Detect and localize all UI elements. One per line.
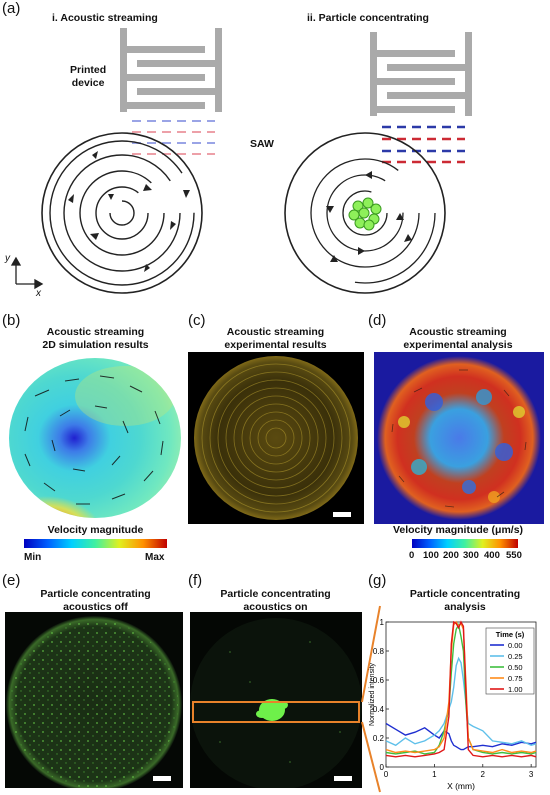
panel-b-colorbar [24,539,167,548]
panel-f-title: Particle concentrating acoustics on [220,588,331,613]
simulation-velocity-map [9,358,181,518]
panel-d-title: Acoustic streaming experimental analysis [403,326,513,351]
streaming-disc-i [41,132,203,294]
experimental-streaming-image [188,352,364,524]
scale-bar [153,776,171,781]
concentrated-cluster [256,699,288,721]
acoustics-on-image [190,612,362,788]
legend-entry: 1.00 [508,685,523,694]
y-tick-label: 0.8 [373,647,385,656]
concentrated-particles [348,197,382,231]
saw-waves-i [132,120,215,155]
legend-box [485,627,535,695]
x-axis-label: X (mm) [447,781,475,791]
stream-arrows-i [68,151,190,272]
panel-c-title: Acoustic streaming experimental results [224,326,327,351]
colorbar-min: Min [24,552,42,563]
legend-title: Time (s) [496,630,525,639]
legend-entry: 0.50 [508,663,523,672]
scale-bar [334,776,352,781]
y-tick-label: 0.6 [373,676,385,685]
printed-device-label: Printed device [70,64,107,89]
x-tick-label: 2 [481,770,486,779]
intensity-chart: 0 1 2 3 0 0.2 0.4 0.6 0.8 1 X (mm) Normalized inten… [369,618,537,791]
panel-g-label: (g) [368,572,387,589]
y-tick-label: 0.4 [373,705,385,714]
panel-e-title: Particle concentrating acoustics off [40,588,151,613]
y-axis-label: Normalized intensity [369,662,376,726]
saw-label: SAW [250,138,274,150]
panel-d-label: (d) [368,312,387,329]
x-tick-label: 1 [432,770,437,779]
panel-d-colorbar [412,539,518,548]
acoustics-off-image [5,612,183,788]
printed-device-ii [370,32,472,116]
panel-e-label: (e) [2,572,21,589]
panel-b-colorbar-title: Velocity magnitude [47,524,144,536]
panel-a-schematic [10,28,472,294]
saw-waves-ii [382,125,465,164]
y-tick-label: 0 [380,763,385,772]
experimental-velocity-map [374,352,544,524]
legend-entry: 0.75 [508,674,523,683]
y-tick-label: 0.2 [373,734,385,743]
panel-a-label: (a) [2,0,21,17]
colorbar-max: Max [145,552,165,563]
x-tick-label: 0 [384,770,389,779]
panel-c-label: (c) [188,312,206,329]
panel-a-title-i: i. Acoustic streaming [52,12,158,24]
series-line-0.00 [385,722,537,751]
xy-axes [10,256,44,290]
panel-d-colorbar-ticks: 0 100 200 300 400 550 [409,550,522,561]
panel-d-colorbar-title: Velocity magnitude (μm/s) [392,524,524,536]
streaming-disc-ii [284,132,446,294]
legend-entry: 0.00 [508,641,523,650]
scale-bar [333,512,351,517]
axis-y-label: y [5,253,10,264]
zoom-connector [361,605,381,793]
y-tick-label: 1 [380,618,385,627]
legend-entry: 0.25 [508,652,523,661]
printed-device-i [120,28,222,112]
panel-b-label: (b) [2,312,21,329]
panel-f-label: (f) [188,572,203,589]
stream-arrows-ii [326,171,412,262]
series-line-1.00 [385,620,537,758]
axis-x-label: x [36,288,41,299]
analysis-region-box [192,701,360,723]
panel-a-title-ii: ii. Particle concentrating [307,12,429,24]
panel-g-title: Particle concentrating analysis [409,588,521,613]
x-tick-label: 3 [529,770,534,779]
velocity-vectors [24,375,164,505]
series-line-0.25 [385,656,537,747]
panel-b-title: Acoustic streaming 2D simulation results [42,326,149,351]
